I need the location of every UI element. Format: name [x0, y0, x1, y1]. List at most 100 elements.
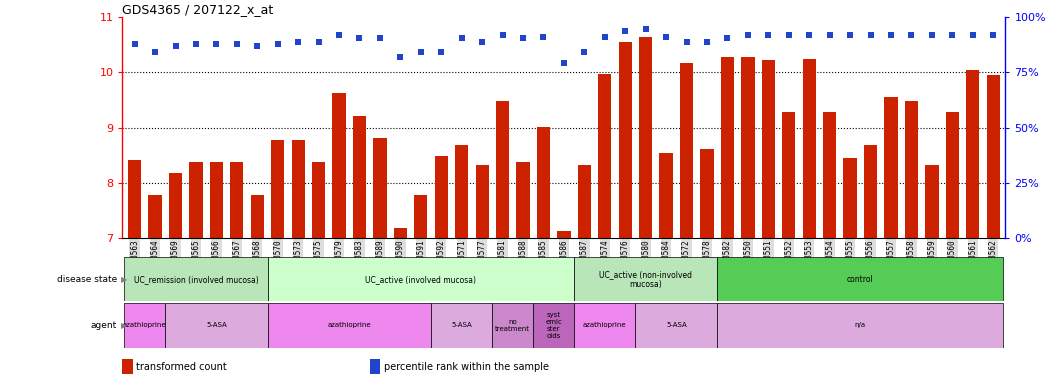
Bar	[864, 146, 877, 238]
Text: 5-ASA: 5-ASA	[206, 323, 227, 328]
Bar	[516, 162, 530, 238]
Point	[821, 32, 838, 38]
Text: disease state: disease state	[56, 275, 117, 284]
Bar	[578, 165, 591, 238]
Bar	[782, 112, 796, 238]
Bar	[680, 63, 694, 238]
Bar	[353, 116, 366, 238]
Point	[413, 48, 430, 55]
Point	[637, 26, 654, 33]
Bar	[720, 57, 734, 238]
Text: percentile rank within the sample: percentile rank within the sample	[384, 362, 549, 372]
Text: UC_active (non-involved
mucosa): UC_active (non-involved mucosa)	[599, 270, 693, 289]
Bar	[414, 195, 428, 238]
Bar	[618, 42, 632, 238]
Point	[494, 32, 511, 38]
Bar	[493, 303, 533, 348]
Text: control: control	[847, 275, 874, 284]
Bar	[271, 140, 284, 238]
Bar	[986, 75, 1000, 238]
Point	[433, 48, 450, 55]
Point	[698, 39, 715, 45]
Point	[310, 39, 327, 45]
Text: 5-ASA: 5-ASA	[451, 323, 472, 328]
Bar	[369, 359, 380, 374]
Bar	[742, 57, 754, 238]
Bar	[267, 257, 575, 301]
Text: 5-ASA: 5-ASA	[666, 323, 686, 328]
Point	[167, 43, 184, 49]
Bar	[575, 303, 635, 348]
Bar	[128, 160, 142, 238]
Point	[371, 35, 388, 41]
Bar	[124, 257, 267, 301]
Bar	[946, 112, 959, 238]
Bar	[148, 195, 162, 238]
Point	[739, 32, 757, 38]
Point	[249, 43, 266, 49]
Text: n/a: n/a	[854, 323, 866, 328]
Point	[617, 28, 634, 34]
Bar	[926, 165, 938, 238]
Bar	[210, 162, 223, 238]
Bar	[455, 146, 468, 238]
Bar	[717, 303, 1003, 348]
Point	[862, 32, 879, 38]
Bar	[717, 257, 1003, 301]
Point	[269, 41, 286, 47]
Bar	[533, 303, 575, 348]
Bar	[558, 232, 570, 238]
Bar	[762, 60, 775, 238]
Text: azathioprine: azathioprine	[328, 323, 371, 328]
Text: syst
emic
ster
oids: syst emic ster oids	[545, 312, 562, 339]
Bar	[844, 158, 857, 238]
Point	[147, 48, 164, 55]
Point	[903, 32, 920, 38]
Point	[780, 32, 797, 38]
Point	[207, 41, 225, 47]
Bar	[824, 112, 836, 238]
Point	[882, 32, 899, 38]
Point	[229, 41, 246, 47]
Bar	[537, 127, 550, 238]
Point	[964, 32, 981, 38]
Bar	[230, 162, 244, 238]
Text: ▶: ▶	[121, 321, 128, 330]
Bar	[189, 162, 202, 238]
Point	[289, 39, 306, 45]
Bar	[700, 149, 714, 238]
Bar	[122, 359, 133, 374]
Point	[576, 48, 593, 55]
Point	[392, 54, 409, 60]
Bar	[169, 174, 182, 238]
Point	[127, 41, 144, 47]
Point	[658, 33, 675, 40]
Point	[535, 33, 552, 40]
Text: UC_active (involved mucosa): UC_active (involved mucosa)	[365, 275, 477, 284]
Text: ▶: ▶	[121, 275, 128, 284]
Bar	[904, 101, 918, 238]
Bar	[635, 303, 717, 348]
Point	[331, 32, 348, 38]
Text: transformed count: transformed count	[136, 362, 228, 372]
Text: agent: agent	[90, 321, 117, 330]
Bar	[496, 101, 510, 238]
Bar	[575, 257, 717, 301]
Text: azathioprine: azathioprine	[123, 323, 167, 328]
Point	[944, 32, 961, 38]
Point	[719, 35, 736, 41]
Bar	[292, 140, 304, 238]
Point	[187, 41, 204, 47]
Point	[515, 35, 532, 41]
Bar	[124, 303, 165, 348]
Bar	[394, 228, 408, 238]
Bar	[165, 303, 267, 348]
Point	[924, 32, 941, 38]
Bar	[639, 36, 652, 238]
Bar	[660, 152, 672, 238]
Point	[678, 39, 695, 45]
Bar	[476, 165, 488, 238]
Text: azathioprine: azathioprine	[583, 323, 627, 328]
Point	[984, 32, 1001, 38]
Point	[453, 35, 470, 41]
